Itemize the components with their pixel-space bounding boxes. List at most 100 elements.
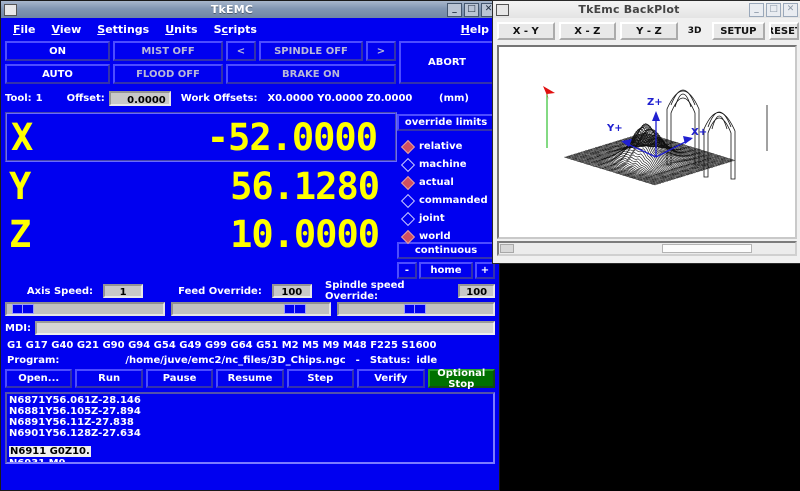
feed-override-slider[interactable] bbox=[171, 302, 331, 316]
spindle-override-value[interactable]: 100 bbox=[458, 284, 495, 298]
brake-button[interactable]: BRAKE ON bbox=[226, 64, 396, 84]
tkemc-body: File View Settings Units Scripts Help ON… bbox=[1, 18, 499, 468]
close-icon[interactable]: ✕ bbox=[783, 2, 798, 17]
feed-override-group: Feed Override: 100 bbox=[165, 284, 325, 298]
spindle-button[interactable]: SPINDLE OFF bbox=[259, 41, 363, 61]
backplot-canvas[interactable]: Z+ Y+ X+ bbox=[497, 45, 797, 239]
run-button[interactable]: Run bbox=[75, 369, 143, 388]
status-value: idle bbox=[416, 355, 438, 366]
active-gcodes: G1 G17 G40 G21 G90 G94 G54 G49 G99 G64 G… bbox=[7, 340, 437, 351]
program-path: /home/juve/emc2/nc_files/3D_Chips.ngc bbox=[125, 355, 346, 366]
slider-thumb[interactable] bbox=[403, 304, 426, 314]
offset-label: Offset: bbox=[66, 92, 105, 104]
tool-offset-row: Tool: 1 Offset: 0.0000 Work Offsets: X0.… bbox=[5, 88, 495, 108]
view-xy-button[interactable]: X - Y bbox=[497, 22, 555, 40]
list-item: N6881Y56.105Z-27.894 bbox=[9, 406, 141, 417]
radio-label-commanded: commanded bbox=[419, 195, 488, 206]
spindle-override-group: Spindle speed Override: 100 bbox=[325, 280, 495, 302]
machine-power-button[interactable]: ON bbox=[5, 41, 110, 61]
radio-label-machine: machine bbox=[419, 159, 467, 170]
maximize-icon[interactable]: □ bbox=[766, 2, 781, 17]
override-limits-button[interactable]: override limits bbox=[397, 114, 495, 131]
spindle-prev-button[interactable]: < bbox=[226, 41, 256, 61]
jog-home-button[interactable]: home bbox=[419, 262, 473, 279]
setup-button[interactable]: SETUP bbox=[711, 22, 766, 40]
tool-label: Tool: bbox=[5, 92, 32, 104]
radio-label-relative: relative bbox=[419, 141, 463, 152]
dro-row-x[interactable]: X -52.0000 bbox=[5, 112, 397, 162]
verify-button[interactable]: Verify bbox=[357, 369, 425, 388]
program-control-buttons: Open... Run Pause Resume Step Verify Opt… bbox=[5, 368, 495, 390]
scroll-left-icon[interactable] bbox=[500, 244, 514, 253]
window-menu-icon[interactable] bbox=[4, 3, 17, 16]
menu-help[interactable]: Help bbox=[460, 22, 489, 36]
maximize-icon[interactable]: □ bbox=[464, 2, 479, 17]
control-buttons-left: ON MIST OFF < SPINDLE OFF > AUTO FLOOD O… bbox=[5, 41, 396, 84]
tkemc-titlebar[interactable]: TkEMC _ □ ✕ bbox=[1, 1, 499, 18]
slider-thumb[interactable] bbox=[11, 304, 34, 314]
view-xz-button[interactable]: X - Z bbox=[558, 22, 617, 40]
override-labels-row: Axis Speed: 1 Feed Override: 100 Spindle… bbox=[5, 280, 495, 302]
axis-speed-slider[interactable] bbox=[5, 302, 165, 316]
jog-minus-button[interactable]: - bbox=[397, 262, 417, 279]
radio-relative[interactable]: relative bbox=[400, 139, 495, 154]
mode-button[interactable]: AUTO bbox=[5, 64, 110, 84]
resume-button[interactable]: Resume bbox=[216, 369, 284, 388]
dro-readouts: X -52.0000 Y 56.1280 Z 10.0000 bbox=[5, 112, 397, 279]
pause-button[interactable]: Pause bbox=[145, 369, 214, 388]
radio-actual[interactable]: actual bbox=[400, 175, 495, 190]
step-button[interactable]: Step bbox=[286, 369, 355, 388]
mist-button[interactable]: MIST OFF bbox=[113, 41, 223, 61]
list-item: N6891Y56.11Z-27.838 bbox=[9, 417, 134, 428]
open-button[interactable]: Open... bbox=[5, 369, 73, 388]
program-listing[interactable]: N6871Y56.061Z-28.146 N6881Y56.105Z-27.89… bbox=[5, 392, 495, 464]
radio-commanded[interactable]: commanded bbox=[400, 193, 495, 208]
feed-override-value[interactable]: 100 bbox=[271, 284, 312, 298]
menu-view[interactable]: View bbox=[51, 22, 82, 36]
offset-value-field[interactable]: 0.0000 bbox=[108, 90, 171, 106]
view-3d-button[interactable]: 3D bbox=[687, 26, 702, 36]
minimize-icon[interactable]: _ bbox=[749, 2, 764, 17]
control-button-area: ON MIST OFF < SPINDLE OFF > AUTO FLOOD O… bbox=[5, 41, 495, 84]
scrollbar-thumb[interactable] bbox=[661, 244, 752, 253]
reset-button[interactable]: RESET bbox=[769, 22, 800, 40]
axis-speed-label: Axis Speed: bbox=[26, 285, 94, 297]
minimize-icon[interactable]: _ bbox=[447, 2, 462, 17]
radio-indicator-icon bbox=[400, 157, 416, 172]
spindle-override-slider[interactable] bbox=[337, 302, 495, 316]
spindle-next-button[interactable]: > bbox=[366, 41, 396, 61]
window-menu-icon[interactable] bbox=[496, 3, 509, 16]
axis-speed-value[interactable]: 1 bbox=[103, 284, 144, 298]
flood-button[interactable]: FLOOD OFF bbox=[113, 64, 223, 84]
dro-value-z: 10.0000 bbox=[230, 212, 380, 256]
axis-label-y: Y+ bbox=[606, 123, 623, 134]
radio-label-world: world bbox=[419, 231, 451, 242]
menu-settings[interactable]: Settings bbox=[97, 22, 150, 36]
abort-button[interactable]: ABORT bbox=[399, 41, 495, 84]
dro-value-y: 56.1280 bbox=[230, 164, 380, 208]
mdi-input[interactable] bbox=[34, 321, 495, 335]
optional-stop-button[interactable]: Optional Stop bbox=[427, 368, 495, 390]
jog-mode-button[interactable]: continuous bbox=[397, 242, 495, 259]
tkemc-title: TkEMC bbox=[210, 3, 254, 16]
backplot-scrollbar[interactable] bbox=[497, 241, 797, 256]
radio-world[interactable]: world bbox=[400, 229, 495, 244]
list-item-current: N6911 G0Z10. bbox=[9, 446, 91, 457]
menu-units[interactable]: Units bbox=[165, 22, 198, 36]
radio-machine[interactable]: machine bbox=[400, 157, 495, 172]
view-yz-button[interactable]: Y - Z bbox=[620, 22, 678, 40]
slider-thumb[interactable] bbox=[283, 304, 306, 314]
dro-row-z[interactable]: Z 10.0000 bbox=[5, 210, 397, 258]
work-offsets-value: X0.0000 Y0.0000 Z0.0000 bbox=[267, 92, 413, 104]
dro-value-x: -52.0000 bbox=[206, 115, 378, 159]
menu-file[interactable]: File bbox=[13, 22, 36, 36]
control-row-2: AUTO FLOOD OFF BRAKE ON bbox=[5, 64, 396, 84]
backplot-titlebar[interactable]: TkEmc BackPlot _ □ ✕ bbox=[493, 1, 800, 18]
radio-joint[interactable]: joint bbox=[400, 211, 495, 226]
jog-plus-button[interactable]: + bbox=[475, 262, 495, 279]
override-sliders-row bbox=[5, 302, 495, 316]
menu-scripts[interactable]: Scripts bbox=[213, 22, 257, 36]
backplot-window-buttons: _ □ ✕ bbox=[749, 2, 798, 17]
dro-axis-z: Z bbox=[9, 212, 32, 256]
dro-row-y[interactable]: Y 56.1280 bbox=[5, 162, 397, 210]
